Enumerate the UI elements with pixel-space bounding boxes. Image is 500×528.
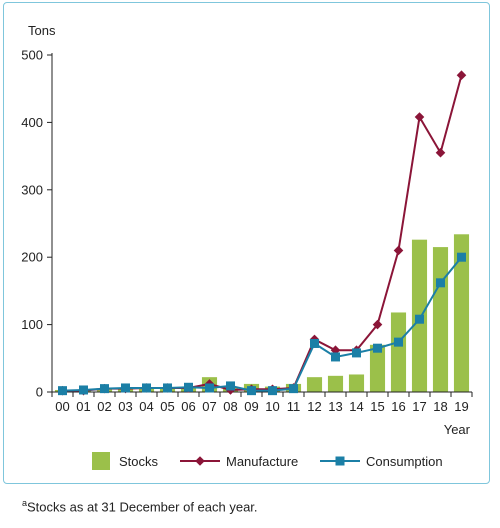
legend-swatch-stocks	[92, 452, 110, 470]
point-consumption	[268, 386, 277, 396]
point-manufacture	[456, 70, 467, 81]
x-tick-label: 00	[55, 399, 69, 414]
point-consumption	[310, 338, 319, 348]
x-tick-label: 15	[370, 399, 384, 414]
chart-frame	[3, 2, 490, 484]
legend-marker-manufacture	[195, 456, 205, 466]
bar-stocks	[432, 247, 449, 392]
bar-stocks	[327, 375, 344, 392]
point-consumption	[163, 383, 172, 393]
point-consumption	[331, 352, 340, 362]
x-tick-label: 14	[349, 399, 363, 414]
footnote-text: Stocks as at 31 December of each year.	[27, 499, 258, 515]
point-consumption	[226, 381, 235, 391]
point-consumption	[142, 383, 151, 393]
bar-stocks	[306, 377, 323, 392]
x-tick-label: 06	[181, 399, 195, 414]
point-consumption	[79, 385, 88, 395]
x-tick-label: 09	[244, 399, 258, 414]
y-axis-unit: Tons	[28, 23, 56, 38]
y-tick-label: 0	[36, 385, 43, 400]
y-tick-label: 200	[21, 250, 43, 265]
footnote: aStocks as at 31 December of each year.	[22, 498, 258, 514]
point-consumption	[394, 337, 403, 347]
x-tick-label: 18	[433, 399, 447, 414]
point-manufacture	[393, 245, 404, 256]
x-tick-label: 05	[160, 399, 174, 414]
x-tick-label: 19	[454, 399, 468, 414]
x-tick-label: 07	[202, 399, 216, 414]
y-tick-label: 500	[21, 48, 43, 63]
point-consumption	[205, 383, 214, 393]
point-manufacture	[435, 147, 446, 158]
x-tick-label: 08	[223, 399, 237, 414]
x-tick-label: 02	[97, 399, 111, 414]
point-consumption	[373, 343, 382, 353]
x-tick-label: 13	[328, 399, 342, 414]
legend-label-stocks: Stocks	[119, 454, 159, 469]
bar-stocks	[390, 312, 407, 392]
point-consumption	[289, 384, 298, 394]
point-consumption	[58, 386, 67, 396]
x-tick-label: 10	[265, 399, 279, 414]
point-consumption	[457, 252, 466, 262]
legend-label-manufacture: Manufacture	[226, 454, 298, 469]
x-tick-label: 11	[287, 399, 301, 414]
y-tick-label: 400	[21, 115, 43, 130]
footnote-marker: a	[22, 498, 28, 508]
point-manufacture	[372, 319, 383, 330]
y-tick-label: 300	[21, 182, 43, 197]
bar-stocks	[348, 374, 365, 392]
point-consumption	[247, 386, 256, 396]
bar-stocks	[453, 234, 470, 392]
x-tick-label: 16	[391, 399, 405, 414]
x-tick-label: 12	[307, 399, 321, 414]
x-tick-label: 04	[139, 399, 153, 414]
point-consumption	[121, 383, 130, 393]
legend-marker-consumption	[335, 456, 345, 466]
point-consumption	[352, 348, 361, 358]
point-consumption	[415, 314, 424, 324]
y-tick-label: 100	[21, 317, 43, 332]
chart: 0 100 200 300 400 500 Tons 00 01 02 03 04 05 06 07 08 09…	[21, 23, 473, 470]
x-tick-label: 17	[412, 399, 426, 414]
point-consumption	[184, 382, 193, 392]
point-consumption	[436, 278, 445, 288]
bar-stocks	[369, 344, 386, 392]
point-consumption	[100, 384, 109, 394]
x-tick-label: 03	[118, 399, 132, 414]
legend-label-consumption: Consumption	[366, 454, 443, 469]
point-manufacture	[414, 112, 425, 122]
x-axis-label: Year	[444, 422, 471, 437]
x-tick-label: 01	[76, 399, 90, 414]
